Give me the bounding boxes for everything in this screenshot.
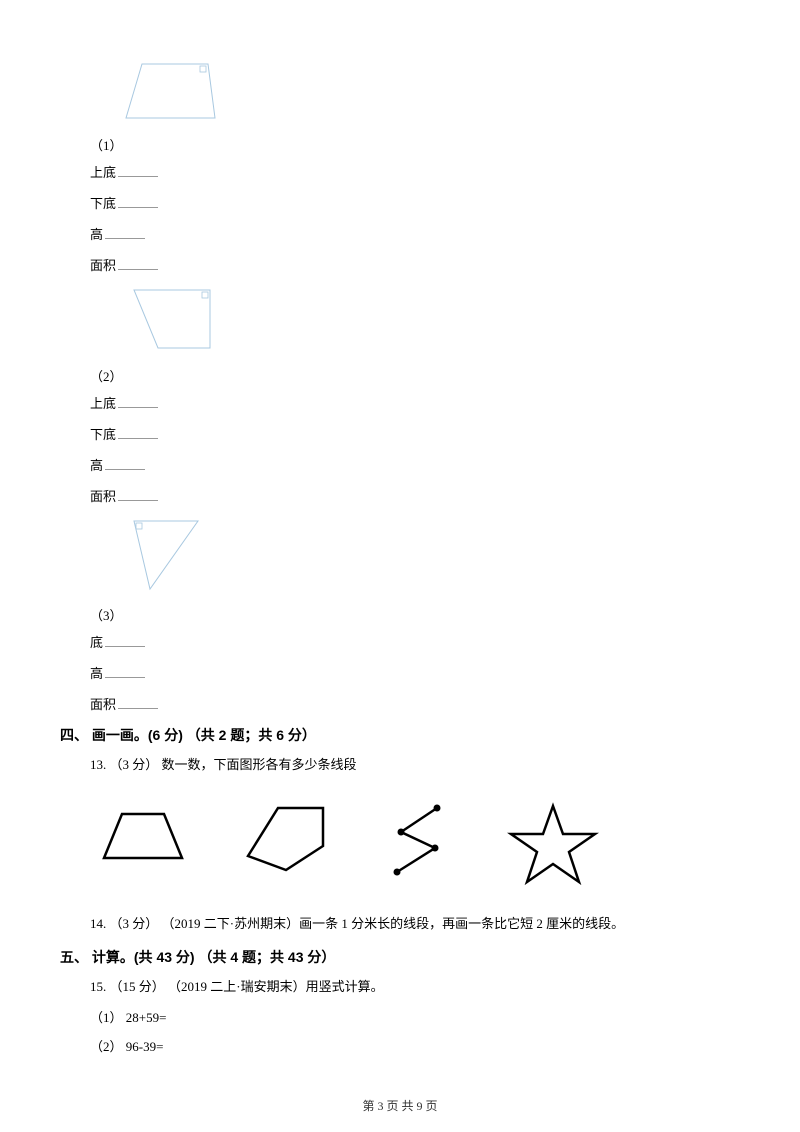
page-footer: 第 3 页 共 9 页 — [0, 1097, 800, 1114]
label-height: 高 — [90, 455, 103, 474]
label-area: 面积 — [90, 694, 116, 713]
blank-line — [118, 488, 158, 501]
problem-block-2: （2） 上底 下底 高 面积 — [60, 286, 740, 505]
blank-line — [118, 195, 158, 208]
question-15: 15. （15 分） （2019 二上·瑞安期末）用竖式计算。 — [90, 977, 740, 998]
blank-line — [105, 226, 145, 239]
label-area: 面积 — [90, 255, 116, 274]
triangle-shape-3 — [120, 517, 740, 599]
label-height: 高 — [90, 224, 103, 243]
field-row-base-3: 底 — [60, 632, 740, 651]
label-top: 上底 — [90, 393, 116, 412]
field-row-area-1: 面积 — [60, 255, 740, 274]
question-13-shapes — [98, 800, 740, 890]
trapezoid-shape-1 — [120, 60, 740, 129]
field-row-top-1: 上底 — [60, 162, 740, 181]
label-bottom: 下底 — [90, 193, 116, 212]
blank-line — [118, 696, 158, 709]
field-row-area-2: 面积 — [60, 486, 740, 505]
section-5-header: 五、 计算。(共 43 分) （共 4 题；共 43 分） — [60, 947, 740, 967]
item-3-number: （3） — [60, 605, 740, 624]
q13-pentagon-icon — [238, 800, 333, 880]
field-row-height-3: 高 — [60, 663, 740, 682]
question-13: 13. （3 分） 数一数，下面图形各有多少条线段 — [90, 755, 740, 776]
question-15-sub1: （1） 28+59= — [90, 1007, 740, 1026]
trapezoid-shape-2 — [120, 286, 740, 360]
blank-line — [105, 457, 145, 470]
field-row-area-3: 面积 — [60, 694, 740, 713]
blank-line — [105, 634, 145, 647]
blank-line — [118, 257, 158, 270]
label-base: 底 — [90, 632, 103, 651]
field-row-height-1: 高 — [60, 224, 740, 243]
field-row-top-2: 上底 — [60, 393, 740, 412]
q13-star-icon — [503, 800, 603, 890]
q13-trapezoid-icon — [98, 800, 188, 870]
label-area: 面积 — [90, 486, 116, 505]
blank-line — [118, 164, 158, 177]
item-1-number: （1） — [60, 135, 740, 154]
question-15-sub2: （2） 96-39= — [90, 1036, 740, 1055]
question-14: 14. （3 分） （2019 二下·苏州期末）画一条 1 分米长的线段，再画一… — [90, 914, 740, 935]
label-height: 高 — [90, 663, 103, 682]
label-bottom: 下底 — [90, 424, 116, 443]
q13-zigzag-icon — [383, 800, 453, 880]
blank-line — [105, 665, 145, 678]
section-4-header: 四、 画一画。(6 分) （共 2 题；共 6 分） — [60, 725, 740, 745]
field-row-height-2: 高 — [60, 455, 740, 474]
field-row-bottom-1: 下底 — [60, 193, 740, 212]
field-row-bottom-2: 下底 — [60, 424, 740, 443]
problem-block-1: （1） 上底 下底 高 面积 — [60, 60, 740, 274]
blank-line — [118, 395, 158, 408]
blank-line — [118, 426, 158, 439]
item-2-number: （2） — [60, 366, 740, 385]
problem-block-3: （3） 底 高 面积 — [60, 517, 740, 713]
label-top: 上底 — [90, 162, 116, 181]
